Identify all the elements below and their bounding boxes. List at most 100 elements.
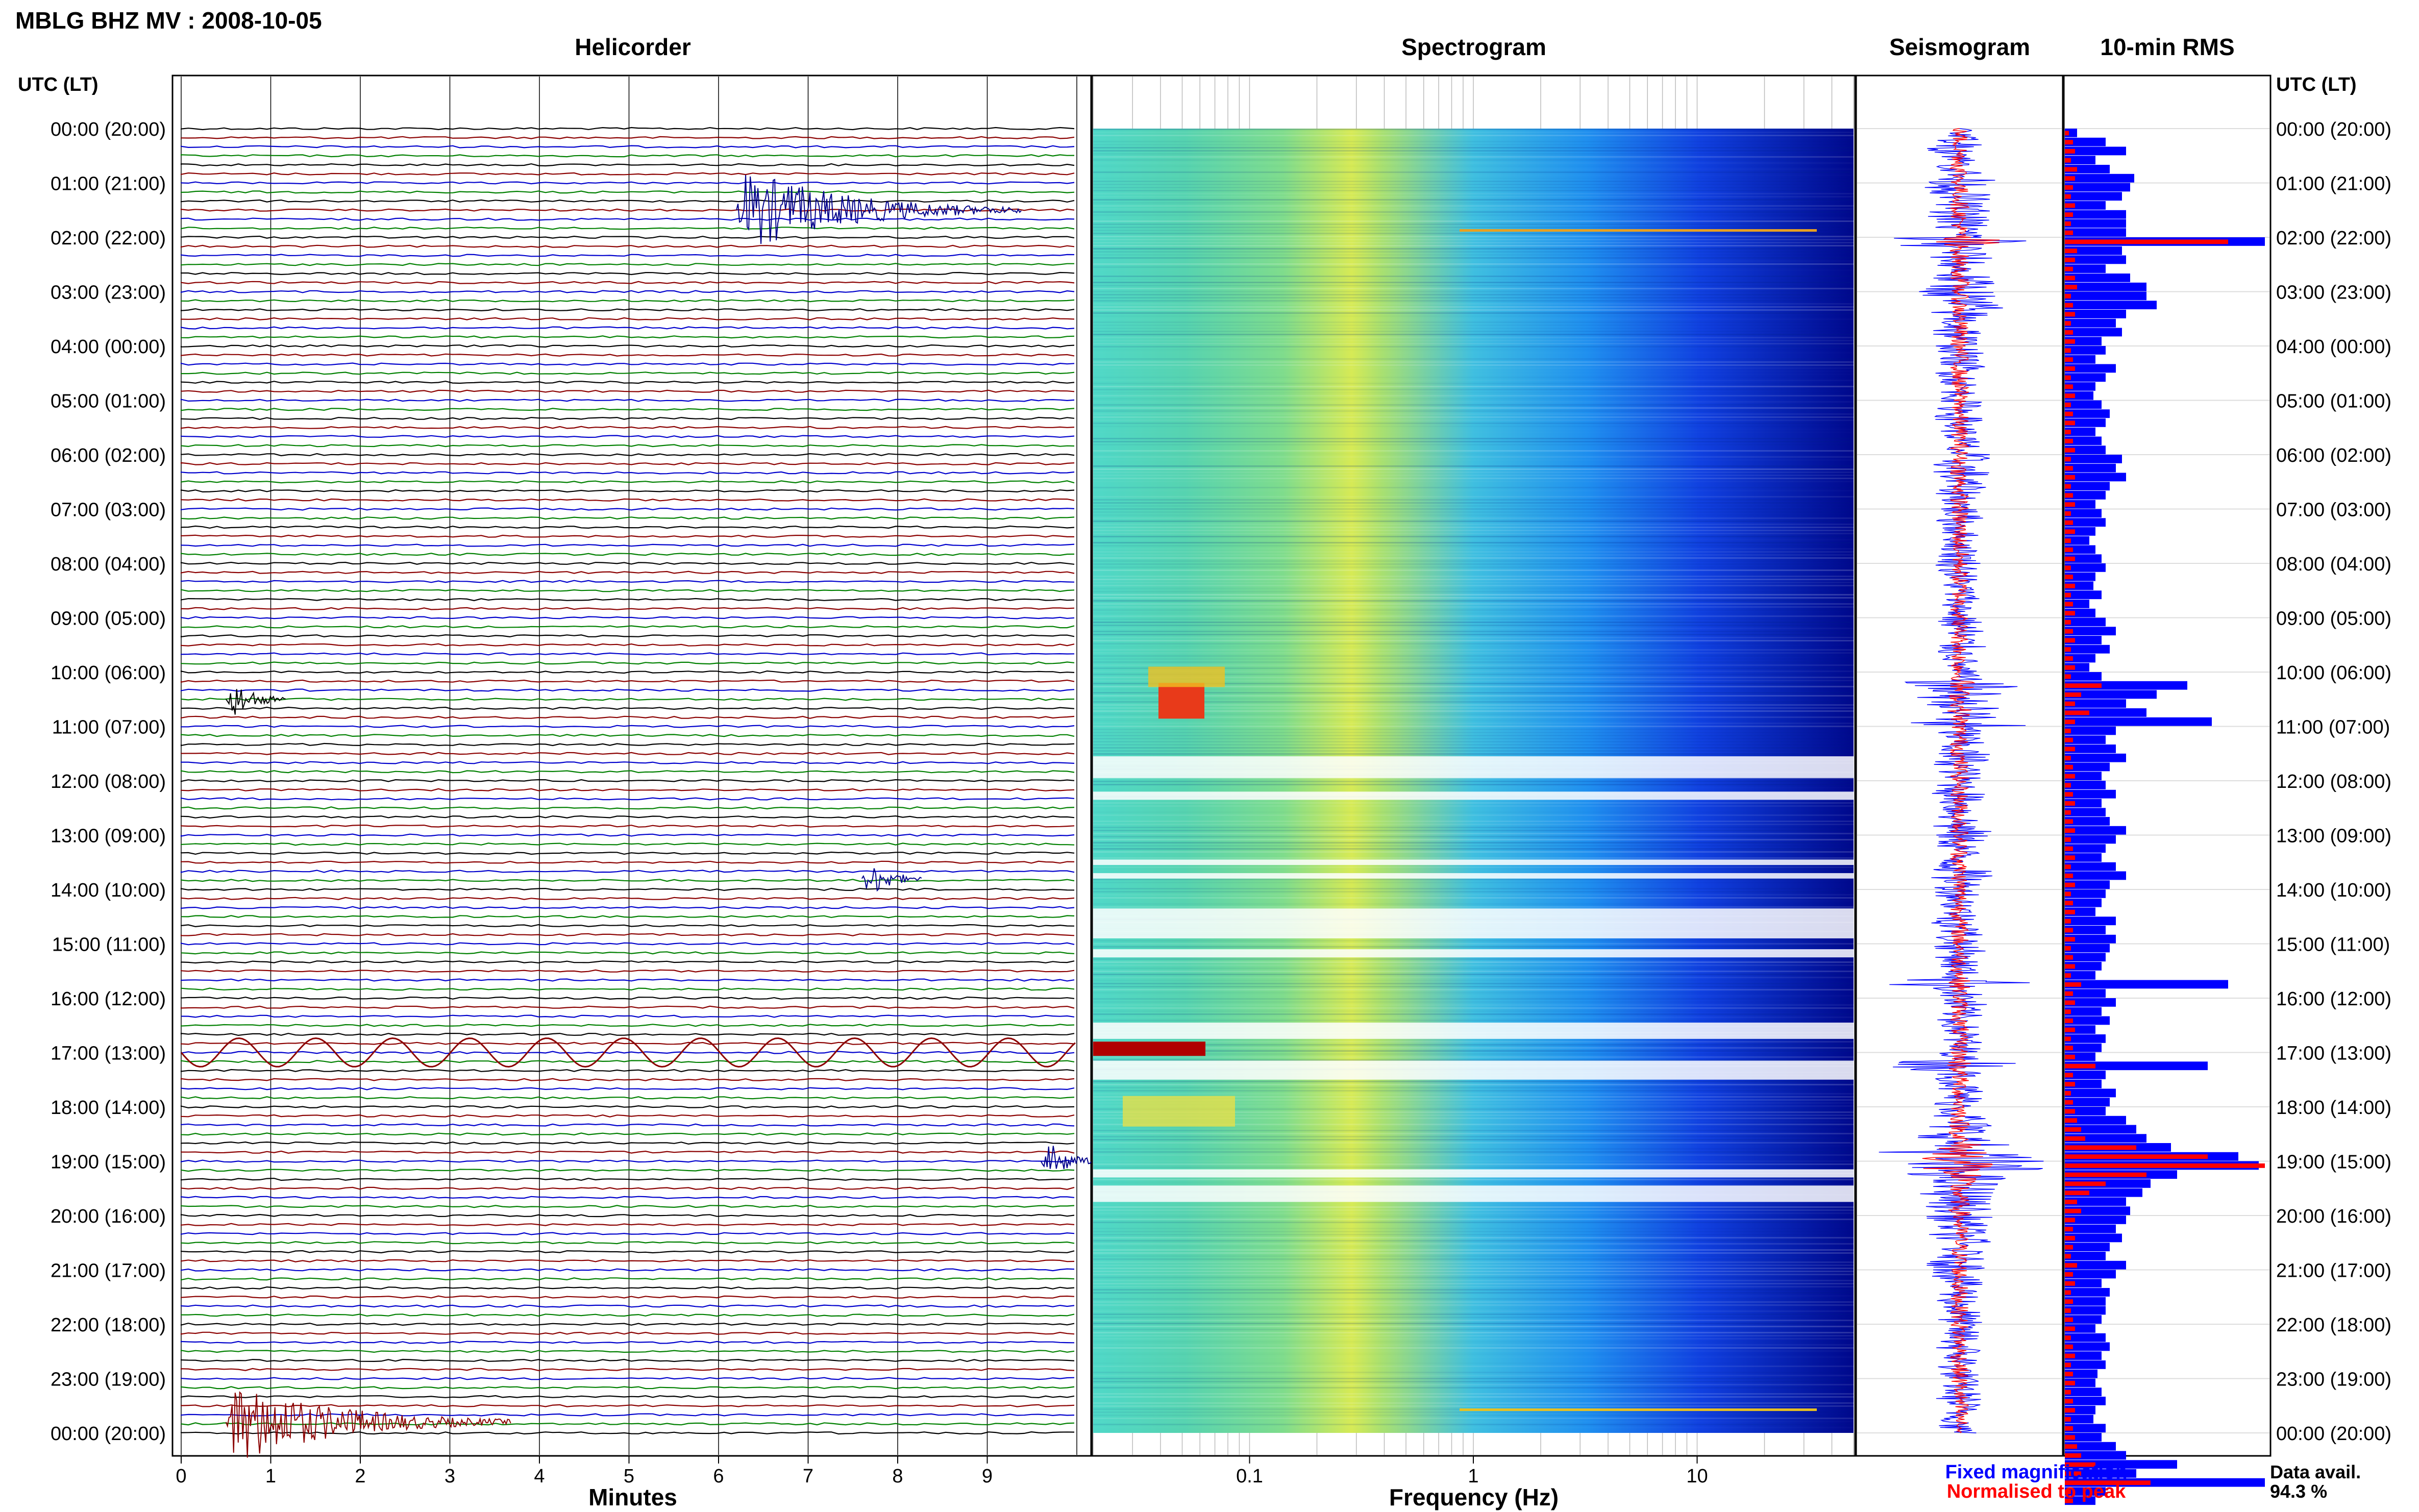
rms-bar-fixed: [2065, 1243, 2110, 1252]
rms-bar-normalised: [2065, 937, 2075, 942]
spectrogram-row: [1093, 395, 1854, 396]
helicorder-trace: [180, 199, 1075, 203]
rms-bar-normalised: [2065, 484, 2071, 489]
rms-bar-normalised: [2065, 339, 2075, 344]
helicorder-trace: [180, 960, 1075, 964]
rms-bar-normalised: [2065, 348, 2071, 353]
spectrogram-xlabel: Frequency (Hz): [1389, 1484, 1559, 1510]
helicorder-trace: [180, 553, 1075, 556]
helicorder-trace: [180, 761, 1075, 764]
spectrogram-row: [1093, 900, 1854, 902]
spectrogram-row: [1093, 1160, 1854, 1162]
helicorder-trace: [180, 715, 1075, 719]
rms-bar-normalised: [2065, 1498, 2073, 1503]
spectrogram-row: [1093, 524, 1854, 525]
spectrogram-row: [1093, 582, 1854, 583]
helicorder-xtick-label: 2: [355, 1466, 365, 1487]
spectrogram-row: [1093, 496, 1854, 498]
rms-bar-normalised: [2065, 747, 2075, 752]
helicorder-trace: [180, 815, 1075, 819]
rms-bar-normalised: [2065, 583, 2075, 588]
spectrogram-row: [1093, 233, 1854, 234]
rms-bar-normalised: [2065, 393, 2075, 399]
spectrogram-row: [1093, 903, 1854, 905]
spectrogram-row: [1093, 888, 1854, 889]
spectrogram-row: [1093, 211, 1854, 213]
rms-bar-normalised: [2065, 1100, 2073, 1105]
time-tick-label-left: 09:00 (05:00): [51, 608, 166, 630]
spectrogram-row: [1093, 297, 1854, 299]
spectrogram-xtick-label: 0.1: [1236, 1466, 1263, 1487]
spectrogram-row: [1093, 701, 1854, 703]
helicorder-trace: [180, 824, 1075, 828]
legend-fixed: Fixed magnification: [1945, 1461, 2128, 1483]
spectrogram-row: [1093, 1114, 1854, 1116]
helicorder-title: Helicorder: [575, 34, 691, 60]
helicorder-event: [1040, 1146, 1101, 1170]
time-tick-label-left: 23:00 (19:00): [51, 1369, 166, 1391]
helicorder-trace: [180, 1141, 1075, 1145]
spectrogram-row: [1093, 866, 1854, 868]
spectrogram-row: [1093, 499, 1854, 501]
spectrogram-row: [1093, 634, 1854, 635]
spectrogram-row: [1093, 940, 1854, 941]
spectrogram-row: [1093, 980, 1854, 981]
spectrogram-row: [1093, 1271, 1854, 1272]
spectrogram-row: [1093, 1323, 1854, 1324]
spectrogram-row: [1093, 799, 1854, 801]
spectrogram-row: [1093, 857, 1854, 859]
time-tick-label-left: 22:00 (18:00): [51, 1315, 166, 1336]
helicorder-trace: [180, 1286, 1075, 1290]
rms-bar-fixed: [2065, 1442, 2116, 1451]
rms-bar-fixed: [2065, 1016, 2110, 1025]
spectrogram-gap: [1093, 1022, 1854, 1039]
helicorder-trace: [180, 444, 1075, 448]
rms-bar-normalised: [2065, 1208, 2081, 1213]
helicorder-trace: [180, 887, 1075, 891]
rms-bar-normalised: [2065, 176, 2075, 181]
rms-bar-fixed: [2065, 1415, 2093, 1424]
spectrogram-row: [1093, 453, 1854, 455]
helicorder-trace: [180, 453, 1075, 457]
spectrogram-row: [1093, 1004, 1854, 1006]
rms-bar-normalised: [2065, 1254, 2071, 1259]
time-tick-label-right: 07:00 (03:00): [2276, 500, 2391, 521]
spectrogram-row: [1093, 380, 1854, 381]
spectrogram-row: [1093, 1148, 1854, 1150]
spectrogram-row: [1093, 1362, 1854, 1364]
spectrogram-row: [1093, 168, 1854, 170]
rms-bar-normalised: [2065, 946, 2071, 951]
rms-bar-normalised: [2065, 438, 2073, 443]
rms-bar-normalised: [2065, 1308, 2071, 1313]
spectrogram-row: [1093, 263, 1854, 265]
rms-bar-normalised: [2065, 1181, 2106, 1186]
time-tick-label-left: 19:00 (15:00): [51, 1152, 166, 1173]
spectrogram-row: [1093, 410, 1854, 412]
helicorder-trace: [180, 1069, 1075, 1073]
spectrogram-row: [1093, 432, 1854, 433]
helicorder-trace: [180, 1313, 1075, 1317]
rms-bar-fixed: [2065, 717, 2212, 726]
helicorder-trace: [181, 951, 1075, 955]
spectrogram-row: [1093, 824, 1854, 825]
helicorder-trace: [180, 833, 1075, 837]
spectrogram-row: [1093, 744, 1854, 746]
rms-bar-normalised: [2065, 384, 2073, 389]
rms-bar-normalised: [2065, 167, 2077, 172]
spectrogram-row: [1093, 692, 1854, 693]
helicorder-trace: [180, 1232, 1075, 1235]
time-tick-label-right: 01:00 (21:00): [2276, 173, 2391, 195]
rms-bar-fixed: [2065, 1197, 2126, 1206]
spectrogram-row: [1093, 689, 1854, 690]
helicorder-trace: [180, 534, 1074, 538]
spectrogram-row: [1093, 603, 1854, 605]
rms-bar-normalised: [2065, 891, 2071, 897]
rms-bar-normalised: [2065, 855, 2075, 860]
spectrogram-row: [1093, 1136, 1854, 1137]
helicorder-trace: [180, 145, 1075, 148]
spectrogram-row: [1093, 750, 1854, 752]
spectrogram-row: [1093, 971, 1854, 972]
rms-bar-normalised: [2065, 457, 2071, 462]
rms-bar-fixed: [2065, 1233, 2122, 1243]
spectrogram-row: [1093, 328, 1854, 329]
